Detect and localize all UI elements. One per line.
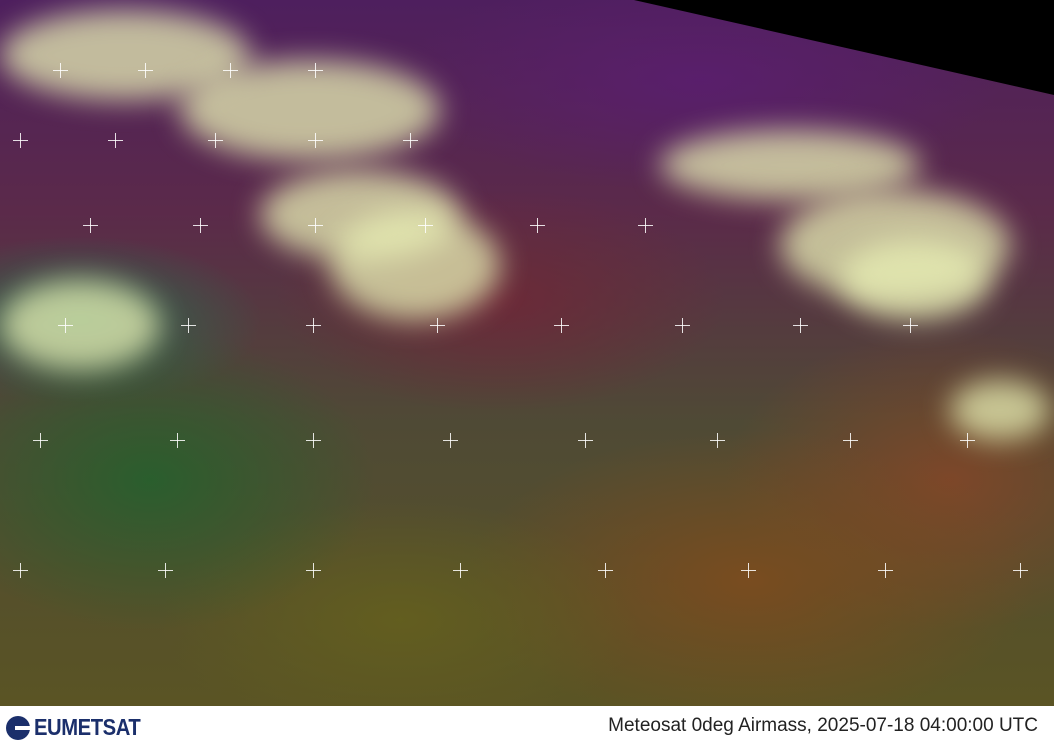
grid-cross (675, 318, 690, 333)
grid-cross (193, 218, 208, 233)
grid-cross (306, 433, 321, 448)
grid-cross (308, 63, 323, 78)
eumetsat-logo: EUMETSAT (6, 714, 155, 741)
grid-cross (58, 318, 73, 333)
grid-cross (430, 318, 445, 333)
cloud (0, 280, 160, 370)
grid-cross (598, 563, 613, 578)
grid-cross (638, 218, 653, 233)
grid-cross (308, 133, 323, 148)
grid-cross (554, 318, 569, 333)
cloud (660, 130, 920, 200)
grid-cross (530, 218, 545, 233)
grid-cross (903, 318, 918, 333)
grid-cross (403, 133, 418, 148)
grid-cross (138, 63, 153, 78)
grid-cross (208, 133, 223, 148)
grid-cross (578, 433, 593, 448)
grid-cross (1013, 563, 1028, 578)
grid-cross (710, 433, 725, 448)
grid-cross (158, 563, 173, 578)
grid-cross (843, 433, 858, 448)
grid-cross (33, 433, 48, 448)
cloud (330, 210, 500, 320)
grid-cross (13, 133, 28, 148)
grid-cross (418, 218, 433, 233)
satellite-image (0, 0, 1054, 706)
grid-cross (741, 563, 756, 578)
grid-cross (960, 433, 975, 448)
space-region (634, 0, 1054, 95)
grid-cross (108, 133, 123, 148)
grid-cross (170, 433, 185, 448)
grid-cross (306, 563, 321, 578)
grid-cross (306, 318, 321, 333)
grid-cross (878, 563, 893, 578)
grid-cross (453, 563, 468, 578)
cloud (950, 380, 1050, 440)
cloud (180, 60, 440, 160)
grid-cross (53, 63, 68, 78)
grid-cross (181, 318, 196, 333)
grid-cross (443, 433, 458, 448)
footer-bar: EUMETSAT Meteosat 0deg Airmass, 2025-07-… (0, 706, 1054, 745)
grid-cross (308, 218, 323, 233)
image-caption: Meteosat 0deg Airmass, 2025-07-18 04:00:… (608, 715, 1038, 736)
cloud (840, 240, 990, 320)
logo-icon (6, 715, 30, 740)
grid-cross (223, 63, 238, 78)
grid-cross (83, 218, 98, 233)
logo-text: EUMETSAT (34, 714, 141, 740)
grid-cross (13, 563, 28, 578)
grid-cross (793, 318, 808, 333)
